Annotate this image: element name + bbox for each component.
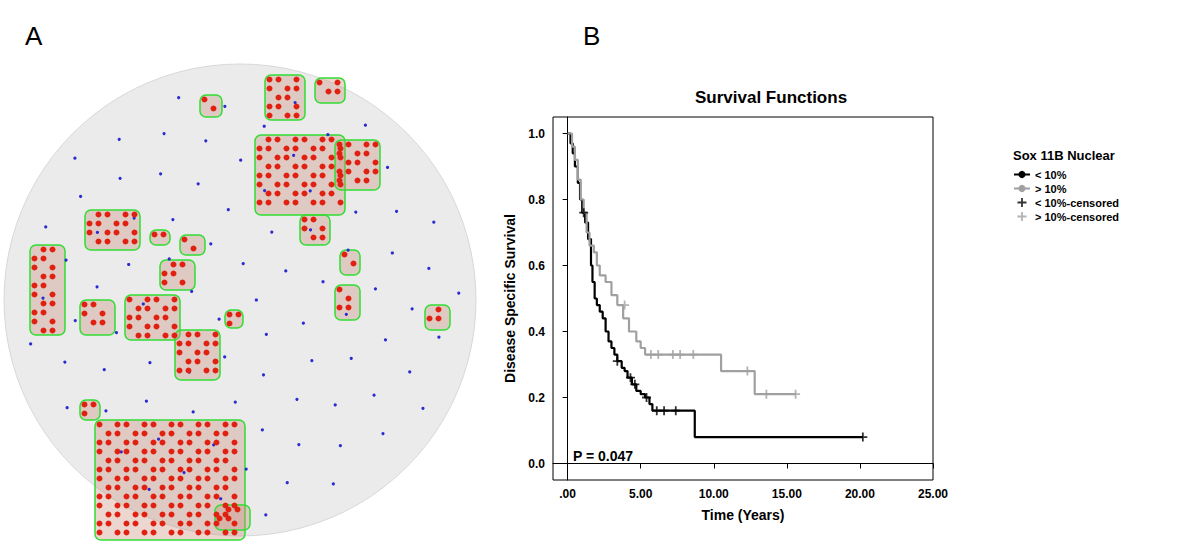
svg-text:Disease Specific Survival: Disease Specific Survival <box>502 214 518 383</box>
svg-text:A: A <box>25 21 43 51</box>
svg-text:Sox 11B Nuclear: Sox 11B Nuclear <box>1013 148 1115 163</box>
svg-text:< 10%: < 10% <box>1035 169 1067 181</box>
svg-text:Survival Functions: Survival Functions <box>695 88 847 107</box>
svg-text:0.6: 0.6 <box>528 259 545 273</box>
svg-text:P = 0.047: P = 0.047 <box>573 448 633 464</box>
svg-text:10.00: 10.00 <box>699 487 729 501</box>
svg-text:< 10%-censored: < 10%-censored <box>1035 197 1119 209</box>
svg-text:20.00: 20.00 <box>845 487 875 501</box>
svg-text:25.00: 25.00 <box>918 487 948 501</box>
svg-text:0.0: 0.0 <box>528 457 545 471</box>
svg-text:B: B <box>583 21 600 51</box>
svg-text:0.2: 0.2 <box>528 391 545 405</box>
svg-text:1.0: 1.0 <box>528 127 545 141</box>
svg-text:Time (Years): Time (Years) <box>701 507 784 523</box>
svg-text:.00: .00 <box>559 487 576 501</box>
svg-text:0.4: 0.4 <box>528 325 545 339</box>
svg-text:5.00: 5.00 <box>629 487 653 501</box>
svg-text:15.00: 15.00 <box>772 487 802 501</box>
svg-text:> 10%: > 10% <box>1035 183 1067 195</box>
svg-text:> 10%-censored: > 10%-censored <box>1035 211 1119 223</box>
svg-text:0.8: 0.8 <box>528 193 545 207</box>
